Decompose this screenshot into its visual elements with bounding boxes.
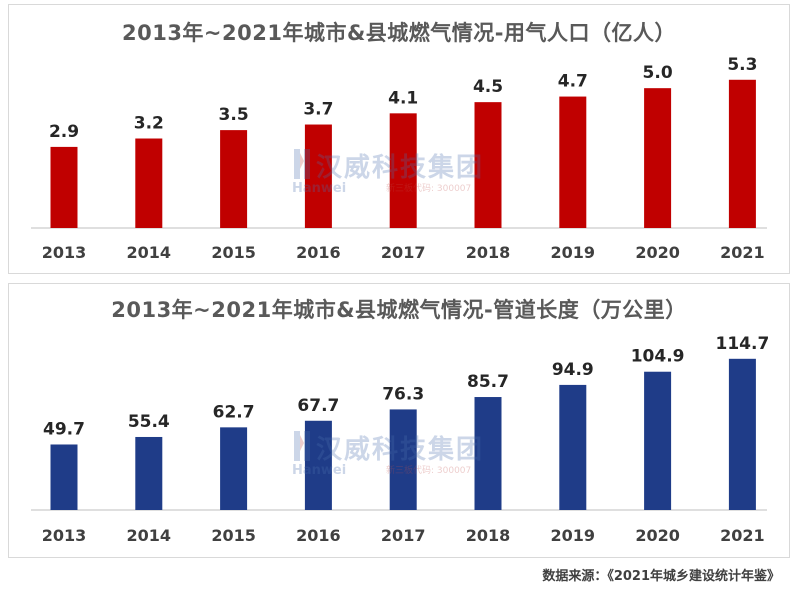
bar-2015 [220,130,248,228]
x-tick-label-2018: 2018 [466,526,511,545]
x-tick-label-2013: 2013 [42,243,87,262]
data-label-2020: 5.0 [643,63,673,83]
data-label-2015: 62.7 [213,402,255,422]
x-tick-label-2020: 2020 [635,526,680,545]
chart-title: 2013年~2021年城市&县城燃气情况-用气人口（亿人） [121,21,677,45]
x-tick-label-2015: 2015 [211,243,256,262]
bar-2014 [135,436,163,510]
data-label-2019: 94.9 [552,360,594,380]
x-tick-label-2016: 2016 [296,243,341,262]
data-label-2021: 5.3 [727,55,757,75]
data-label-2019: 4.7 [558,72,588,92]
bar-2020 [644,371,672,510]
data-label-2014: 3.2 [134,114,164,134]
bar-2016 [304,124,332,228]
x-tick-label-2020: 2020 [635,243,680,262]
bar-2013 [50,444,78,510]
bar-2014 [135,138,163,228]
pipeline-bar-chart: 49.7 2013 55.4 2014 62.7 2015 67.7 2016 76.3 2017… [31,334,770,545]
x-tick-label-2019: 2019 [551,243,596,262]
data-label-2016: 67.7 [297,396,339,416]
chart-title: 2013年~2021年城市&县城燃气情况-管道长度（万公里） [111,298,687,322]
x-tick-label-2017: 2017 [381,243,426,262]
data-label-2018: 4.5 [473,77,503,97]
bar-2021 [728,79,756,228]
data-source-note: 数据来源：《2021年城乡建设统计年鉴》 [542,569,780,584]
bar-2020 [644,88,672,228]
data-label-2017: 76.3 [382,384,424,404]
bar-2016 [304,420,332,510]
bar-2019 [559,96,587,228]
data-label-2014: 55.4 [128,412,170,432]
data-label-2013: 49.7 [43,419,85,439]
x-tick-label-2014: 2014 [127,243,172,262]
bar-2018 [474,397,502,510]
x-tick-label-2016: 2016 [296,526,341,545]
data-label-2016: 3.7 [303,100,333,120]
x-tick-label-2014: 2014 [127,526,172,545]
data-label-2018: 85.7 [467,372,509,392]
data-label-2017: 4.1 [388,88,418,108]
data-label-2013: 2.9 [49,122,79,142]
bar-2019 [559,384,587,510]
bar-2015 [220,427,248,510]
data-label-2021: 114.7 [716,334,770,354]
bar-2017 [389,409,417,510]
bar-2017 [389,113,417,228]
bar-2013 [50,146,78,228]
pipeline-chart-panel: 2013年~2021年城市&县城燃气情况-管道长度（万公里） 49.7 2013 5… [8,283,790,558]
x-tick-label-2017: 2017 [381,526,426,545]
population-chart-panel: 2013年~2021年城市&县城燃气情况-用气人口（亿人） 2.9 2013 3.2… [8,4,790,274]
x-tick-label-2015: 2015 [211,526,256,545]
x-tick-label-2018: 2018 [466,243,511,262]
bar-2021 [728,358,756,510]
x-tick-label-2019: 2019 [551,526,596,545]
x-tick-label-2021: 2021 [720,526,765,545]
x-tick-label-2013: 2013 [42,526,87,545]
population-bar-chart: 2.9 2013 3.2 2014 3.5 2015 3.7 2016 4.1 2017 4.5 20… [31,55,767,262]
x-tick-label-2021: 2021 [720,243,765,262]
data-label-2015: 3.5 [219,105,249,125]
bar-2018 [474,102,502,228]
data-label-2020: 104.9 [631,347,685,367]
